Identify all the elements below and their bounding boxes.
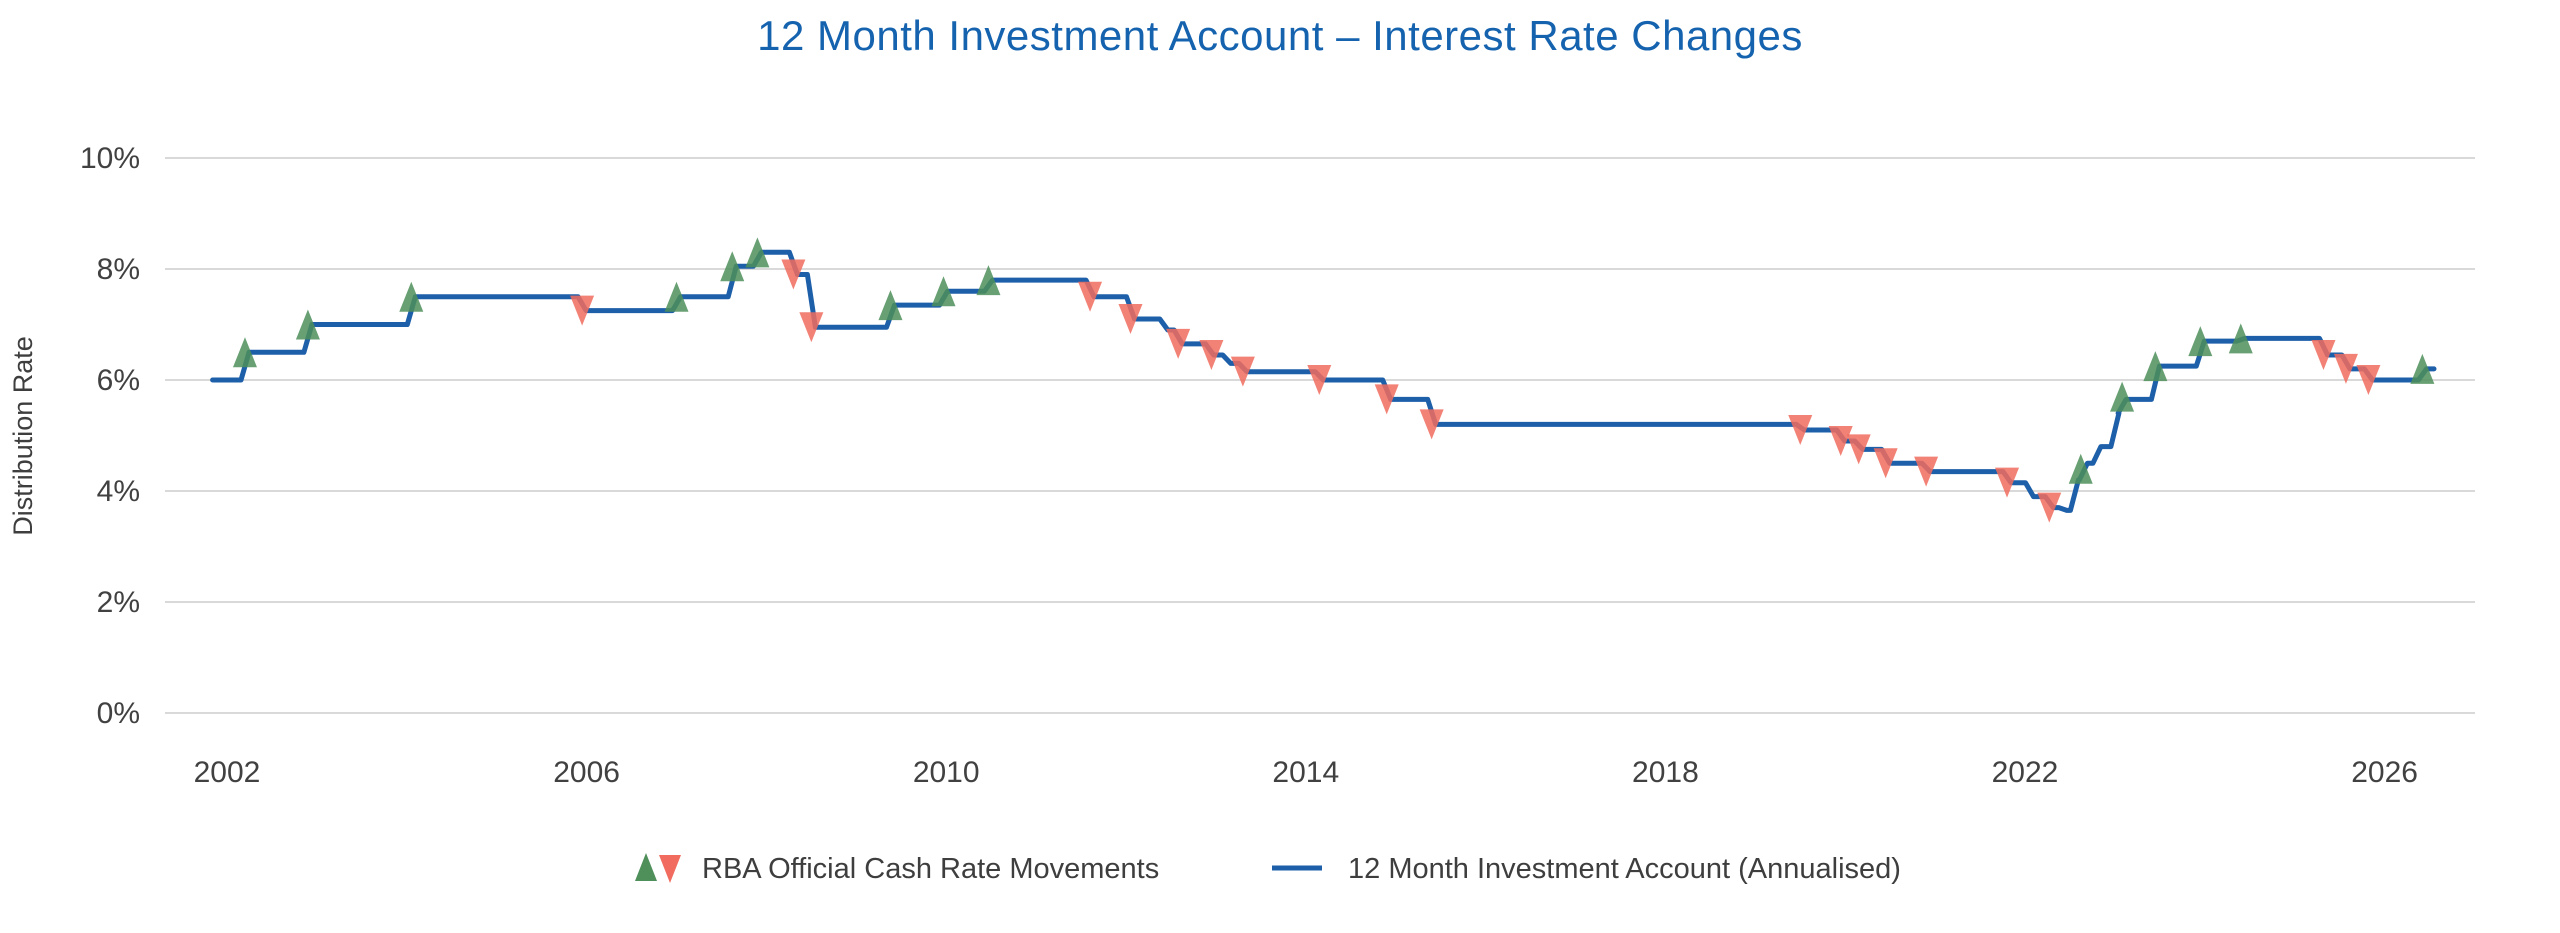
rba-increase-marker-icon <box>878 290 903 321</box>
y-tick-label: 4% <box>97 475 140 508</box>
rba-decrease-marker-icon <box>2356 365 2381 395</box>
x-tick-label: 2014 <box>1272 756 1339 789</box>
rba-decrease-marker-icon <box>1307 365 1332 395</box>
legend-account-label: 12 Month Investment Account (Annualised) <box>1348 853 1901 885</box>
rba-increase-marker-icon <box>931 276 956 307</box>
legend: RBA Official Cash Rate Movements 12 Mont… <box>635 853 1901 885</box>
legend-up-triangle-icon <box>635 853 657 881</box>
x-tick-label: 2010 <box>913 756 980 789</box>
rba-decrease-marker-icon <box>1873 448 1898 479</box>
rba-decrease-marker-icon <box>1846 434 1871 465</box>
chart-title: 12 Month Investment Account – Interest R… <box>757 12 1803 59</box>
rba-decrease-marker-icon <box>2037 492 2062 523</box>
rba-rate-markers <box>232 237 2435 523</box>
rba-decrease-marker-icon <box>1419 409 1444 440</box>
rba-increase-marker-icon <box>664 281 689 312</box>
rba-decrease-marker-icon <box>2311 340 2336 371</box>
y-tick-labels: 0% 2% 4% 6% 8% 10% <box>80 142 140 730</box>
rba-decrease-marker-icon <box>1788 414 1813 445</box>
legend-down-triangle-icon <box>659 855 681 883</box>
rba-decrease-marker-icon <box>781 259 806 290</box>
rba-increase-marker-icon <box>2068 453 2093 484</box>
rba-decrease-marker-icon <box>1118 303 1143 334</box>
rba-decrease-marker-icon <box>799 312 824 343</box>
rba-decrease-marker-icon <box>1995 467 2020 498</box>
y-tick-label: 0% <box>97 697 140 730</box>
y-tick-label: 8% <box>97 253 140 286</box>
x-tick-label: 2002 <box>194 756 261 789</box>
rba-increase-marker-icon <box>720 251 745 282</box>
rba-increase-marker-icon <box>745 237 770 268</box>
rba-decrease-marker-icon <box>1230 356 1255 387</box>
rba-increase-marker-icon <box>232 337 257 368</box>
rba-increase-marker-icon <box>2110 381 2135 412</box>
y-tick-label: 6% <box>97 364 140 397</box>
rba-increase-marker-icon <box>399 281 424 312</box>
rba-decrease-marker-icon <box>570 295 595 326</box>
rba-decrease-marker-icon <box>1374 384 1399 415</box>
rba-decrease-marker-icon <box>1078 281 1103 312</box>
x-tick-labels: 2002 2006 2010 2014 2018 2022 2026 <box>194 756 2418 789</box>
rba-decrease-marker-icon <box>1199 340 1224 371</box>
rba-decrease-marker-icon <box>1828 426 1853 457</box>
rba-increase-marker-icon <box>2143 351 2168 382</box>
rba-increase-marker-icon <box>2410 353 2435 384</box>
x-tick-label: 2022 <box>1992 756 2059 789</box>
x-tick-label: 2026 <box>2351 756 2418 789</box>
rba-decrease-marker-icon <box>1914 456 1939 487</box>
x-tick-label: 2018 <box>1632 756 1699 789</box>
legend-rba-label: RBA Official Cash Rate Movements <box>702 853 1159 885</box>
y-tick-label: 2% <box>97 586 140 619</box>
rba-increase-marker-icon <box>976 265 1001 296</box>
rba-increase-marker-icon <box>2228 323 2253 354</box>
x-tick-label: 2006 <box>553 756 620 789</box>
rba-increase-marker-icon <box>2188 326 2213 357</box>
y-tick-label: 10% <box>80 142 140 175</box>
rba-decrease-marker-icon <box>1166 328 1191 359</box>
rba-decrease-marker-icon <box>2333 353 2358 384</box>
y-axis-title: Distribution Rate <box>8 336 38 536</box>
rba-increase-marker-icon <box>295 309 320 340</box>
gridlines <box>165 157 2475 714</box>
